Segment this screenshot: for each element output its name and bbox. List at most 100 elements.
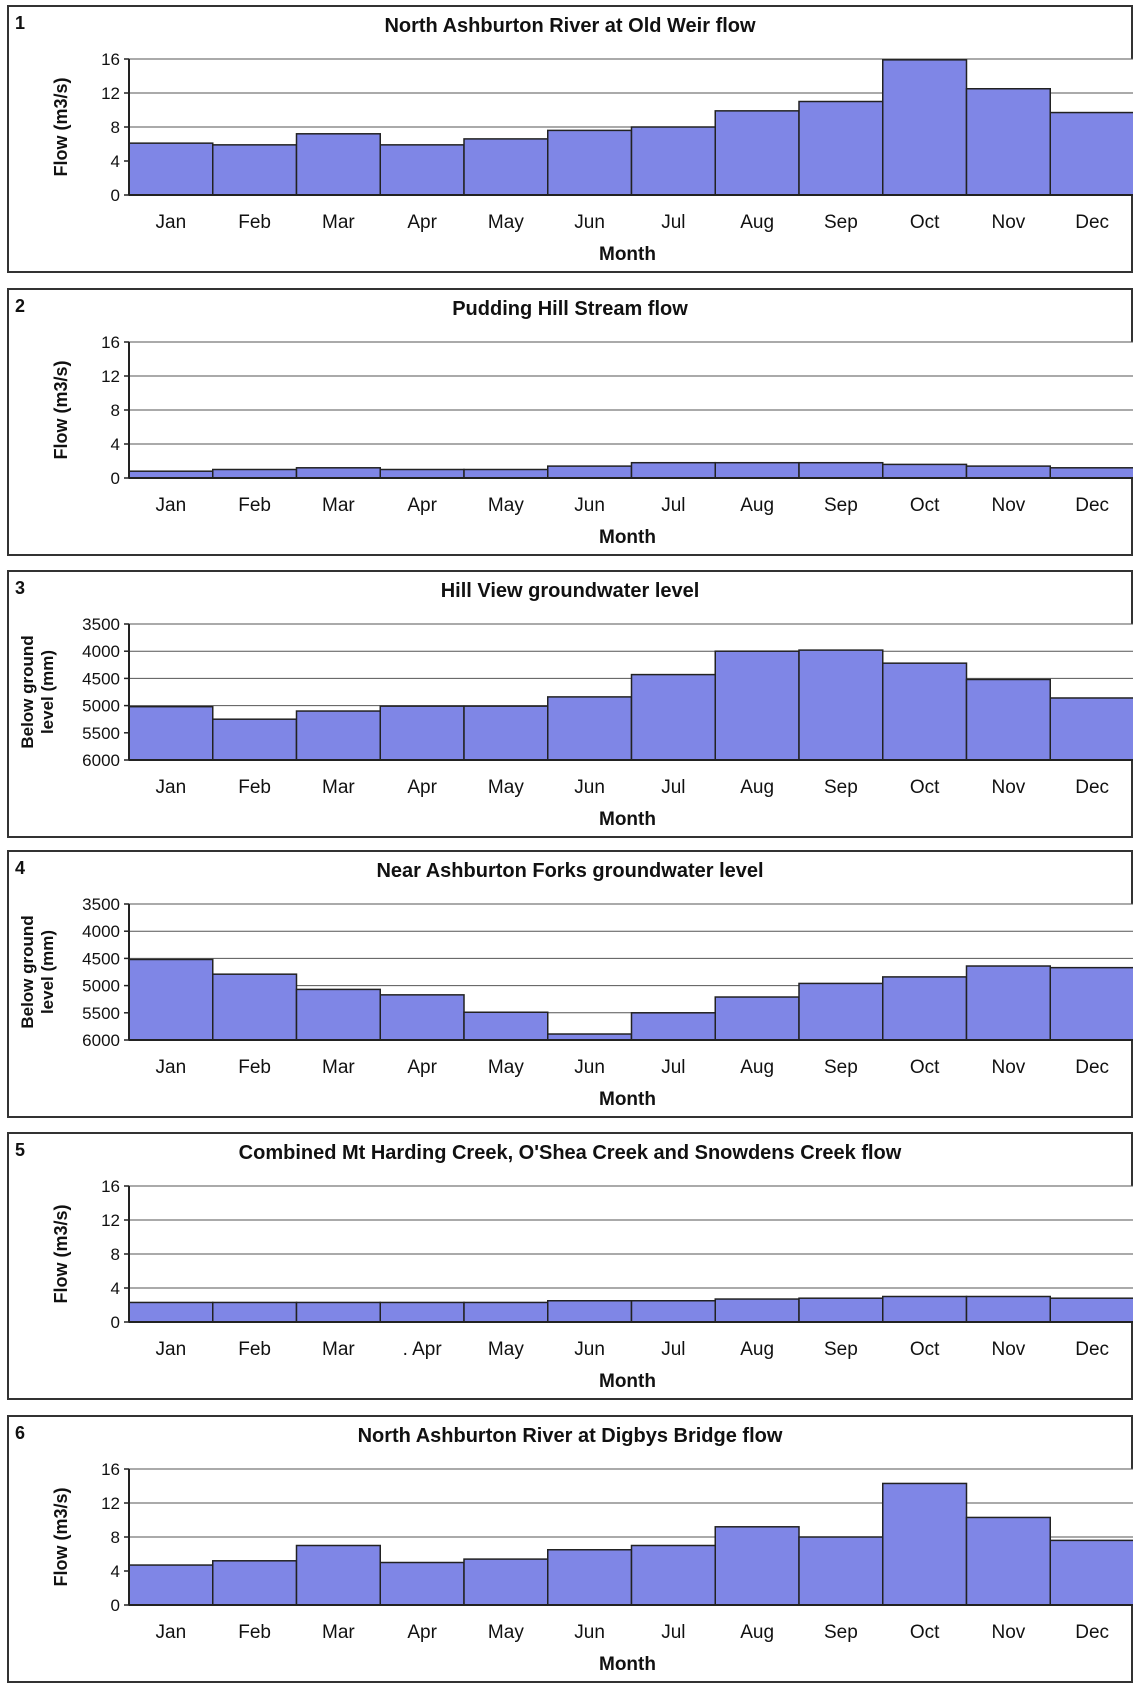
y-tick-label: 0: [111, 1596, 120, 1615]
bar-sep: [798, 982, 884, 1041]
y-tick-label: 16: [101, 333, 120, 352]
bar-jun: [547, 696, 633, 761]
y-tick-label: 0: [111, 1313, 120, 1332]
chart-title: North Ashburton River at Digbys Bridge f…: [357, 1425, 783, 1447]
chart-title: Near Ashburton Forks groundwater level: [376, 860, 764, 882]
bar-oct: [882, 1295, 968, 1323]
x-tick-label: Aug: [740, 212, 774, 233]
x-tick-label: Mar: [322, 1622, 355, 1643]
bar-sep: [798, 1536, 884, 1606]
x-tick-label: Oct: [910, 1057, 940, 1078]
x-tick-label: Jan: [156, 1339, 187, 1360]
x-tick-label: Nov: [991, 1057, 1025, 1078]
x-axis-label: Month: [599, 244, 656, 265]
chart-panel-4: 4 Near Ashburton Forks groundwater level 6…: [7, 850, 1133, 1118]
bar-jul: [630, 673, 716, 761]
x-tick-label: Sep: [824, 495, 858, 516]
chart-title: Combined Mt Harding Creek, O'Shea Creek …: [238, 1142, 902, 1164]
y-tick-label: 16: [101, 1177, 120, 1196]
x-tick-label: Jan: [156, 1057, 187, 1078]
y-tick-label: 0: [111, 469, 120, 488]
x-tick-label: Feb: [238, 1339, 271, 1360]
bar-dec: [1049, 697, 1133, 761]
bar-jan: [128, 470, 214, 479]
x-tick-label: Apr: [407, 777, 437, 798]
y-tick-label: 6000: [82, 1031, 120, 1050]
bar-feb: [212, 468, 298, 479]
panel-number: 6: [15, 1423, 26, 1443]
y-tick-label: 12: [101, 367, 120, 386]
bar-nov: [965, 1516, 1051, 1606]
y-tick-label: 4000: [82, 922, 120, 941]
chart-title: North Ashburton River at Old Weir flow: [384, 15, 756, 37]
y-tick-label: 3500: [82, 615, 120, 634]
bar-jan: [128, 142, 214, 196]
y-tick-label: 12: [101, 1494, 120, 1513]
bar-dec: [1049, 1297, 1133, 1323]
bar-sep: [798, 100, 884, 196]
chart-panel-2: 2 Pudding Hill Stream flow 0 4 8 12 16 Jan Feb Ma…: [7, 288, 1133, 556]
x-tick-label: Jun: [574, 495, 605, 516]
y-tick-label: 8: [111, 1528, 120, 1547]
x-tick-label: Jan: [156, 1622, 187, 1643]
bar-sep: [798, 649, 884, 761]
x-tick-label: Dec: [1075, 1622, 1109, 1643]
chart-plot: 6000 5500 5000 4500 4000 3500 Jan Feb Mar Apr May J…: [18, 615, 1133, 830]
bar-mar: [295, 1301, 381, 1323]
x-axis-label: Month: [599, 1089, 656, 1110]
x-tick-label: Oct: [910, 1622, 940, 1643]
x-tick-label: Jul: [661, 1622, 685, 1643]
y-axis-label: Below ground: [18, 915, 37, 1028]
bar-may: [463, 1558, 549, 1606]
x-tick-label: Feb: [238, 777, 271, 798]
x-tick-label: Jun: [574, 777, 605, 798]
y-axis-label: level (mm): [38, 930, 57, 1014]
x-axis-label: Month: [599, 527, 656, 548]
chart-panel-6: 6 North Ashburton River at Digbys Bridge …: [7, 1415, 1133, 1683]
y-tick-label: 12: [101, 84, 120, 103]
x-tick-label: Nov: [991, 495, 1025, 516]
x-tick-label: May: [488, 212, 524, 233]
x-tick-label: Dec: [1075, 495, 1109, 516]
y-tick-label: 4: [111, 435, 120, 454]
chart-plot: 0 4 8 12 16 Jan Feb Mar Apr May Jun Jul Aug Sep Oct Nov…: [51, 50, 1133, 265]
x-tick-label: Nov: [991, 777, 1025, 798]
bar-sep: [798, 461, 884, 479]
bar-apr: [379, 1301, 465, 1323]
x-tick-label: Apr: [407, 1057, 437, 1078]
y-axis-label: Flow (m3/s): [51, 77, 71, 176]
bar-mar: [295, 988, 381, 1041]
bar-nov: [965, 965, 1051, 1041]
panel-number: 1: [15, 13, 26, 33]
bar-jan: [128, 1564, 214, 1606]
y-tick-label: 5000: [82, 977, 120, 996]
y-tick-label: 16: [101, 50, 120, 69]
x-tick-label: Dec: [1075, 777, 1109, 798]
x-tick-label: May: [488, 1339, 524, 1360]
bar-apr: [379, 144, 465, 196]
x-tick-label: Mar: [322, 777, 355, 798]
bar-jul: [630, 1544, 716, 1606]
x-tick-label: Jul: [661, 495, 685, 516]
bar-jan: [128, 1301, 214, 1323]
bar-may: [463, 1301, 549, 1323]
x-tick-label: Oct: [910, 777, 940, 798]
bar-jun: [547, 1549, 633, 1606]
x-tick-label: Apr: [407, 212, 437, 233]
y-tick-label: 3500: [82, 895, 120, 914]
chart-plot: 0 4 8 12 16 Jan Feb Mar Apr May Jun Jul Aug Sep Oct Nov…: [51, 333, 1133, 548]
x-tick-label: Mar: [322, 1339, 355, 1360]
x-tick-label: Jan: [156, 212, 187, 233]
y-tick-label: 8: [111, 1245, 120, 1264]
x-tick-label: May: [488, 1057, 524, 1078]
bar-may: [463, 1011, 549, 1041]
y-tick-label: 5500: [82, 724, 120, 743]
chart-title: Pudding Hill Stream flow: [452, 298, 688, 320]
x-tick-label: Feb: [238, 212, 271, 233]
y-tick-label: 8: [111, 118, 120, 137]
x-tick-label: Feb: [238, 1057, 271, 1078]
bar-dec: [1049, 966, 1133, 1041]
bar-oct: [882, 463, 968, 479]
bar-aug: [714, 1526, 800, 1606]
x-tick-label: Aug: [740, 495, 774, 516]
